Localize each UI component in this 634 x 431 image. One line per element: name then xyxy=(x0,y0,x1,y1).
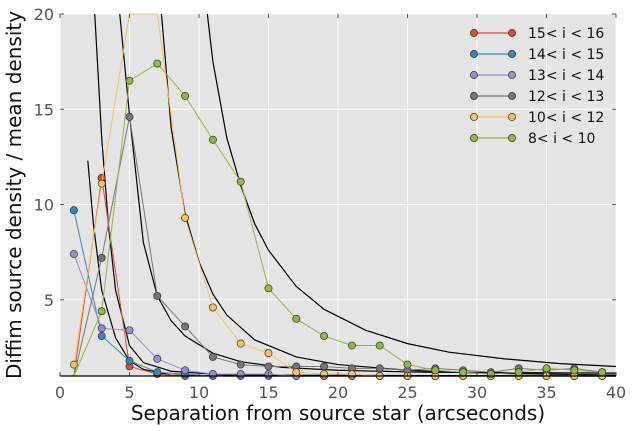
data-point xyxy=(208,370,217,379)
data-point xyxy=(514,368,523,377)
legend-marker xyxy=(470,71,478,79)
data-point xyxy=(347,370,356,379)
legend-entry: 14< i < 15 xyxy=(470,47,604,63)
y-axis-label: Diffim source density / mean density xyxy=(2,11,26,379)
x-tick-label: 30 xyxy=(467,383,487,402)
data-point xyxy=(598,368,607,377)
data-point xyxy=(236,360,245,369)
x-tick-label: 10 xyxy=(189,383,209,402)
data-point xyxy=(97,253,106,262)
data-point xyxy=(125,326,134,335)
data-point xyxy=(125,76,134,85)
data-point xyxy=(181,366,190,375)
data-point xyxy=(153,368,162,377)
series-6 xyxy=(73,59,607,379)
data-point xyxy=(97,324,106,333)
legend-marker xyxy=(470,29,478,37)
legend-marker xyxy=(470,134,478,142)
data-point xyxy=(69,250,78,259)
data-point xyxy=(542,364,551,373)
fit-curve-5 xyxy=(206,13,617,368)
y-tick-label: 20 xyxy=(34,5,54,24)
ticks: 0 5 10 15 20 25 30 35 40 5 10 15 20 xyxy=(34,5,627,402)
data-point xyxy=(375,341,384,350)
data-point xyxy=(125,112,134,121)
data-point xyxy=(97,307,106,316)
data-point xyxy=(459,368,468,377)
data-point xyxy=(320,370,329,379)
x-tick-label: 20 xyxy=(328,383,348,402)
data-point xyxy=(264,362,273,371)
data-point xyxy=(69,360,78,369)
legend-label: 10< i < 12 xyxy=(528,110,604,126)
series-line xyxy=(73,116,603,377)
data-point xyxy=(264,349,273,358)
legend-marker xyxy=(508,50,516,58)
series-line xyxy=(73,62,603,377)
data-point xyxy=(403,360,412,369)
x-tick-label: 15 xyxy=(258,383,278,402)
legend-marker xyxy=(508,71,516,79)
data-point xyxy=(97,179,106,188)
data-point xyxy=(320,362,329,371)
data-point xyxy=(570,366,579,375)
y-tick-label: 15 xyxy=(34,100,54,119)
data-point xyxy=(97,332,106,340)
data-point xyxy=(347,341,356,350)
data-point xyxy=(264,284,273,293)
legend-label: 14< i < 15 xyxy=(528,47,604,63)
data-point xyxy=(236,339,245,348)
x-tick-label: 35 xyxy=(536,383,556,402)
x-tick-label: 5 xyxy=(124,383,134,402)
legend: 15< i < 16 14< i < 15 13< i < 14 12< i < 13… xyxy=(470,26,604,147)
legend-entry: 15< i < 16 xyxy=(470,26,604,42)
data-point xyxy=(69,206,78,215)
legend-marker xyxy=(508,134,516,142)
legend-label: 15< i < 16 xyxy=(528,26,604,42)
legend-entry: 13< i < 14 xyxy=(470,68,604,84)
legend-marker xyxy=(470,113,478,121)
x-axis-label: Separation from source star (arcseconds) xyxy=(131,401,545,425)
legend-marker xyxy=(470,50,478,58)
data-point xyxy=(431,366,440,375)
x-tick-label: 0 xyxy=(55,383,65,402)
legend-marker xyxy=(508,92,516,100)
y-tick-label: 10 xyxy=(34,196,54,215)
grid xyxy=(59,13,617,376)
data-point xyxy=(208,303,217,312)
legend-entry: 12< i < 13 xyxy=(470,89,604,105)
data-point xyxy=(181,213,190,222)
legend-marker xyxy=(470,92,478,100)
data-point xyxy=(292,368,301,377)
data-point xyxy=(486,370,495,379)
legend-entry: 10< i < 12 xyxy=(470,110,604,126)
data-point xyxy=(153,292,162,300)
data-point xyxy=(375,364,384,373)
data-point xyxy=(208,135,217,144)
y-tick-label: 5 xyxy=(44,291,54,310)
data-point xyxy=(181,91,190,100)
x-tick-label: 25 xyxy=(397,383,417,402)
legend-label: 8< i < 10 xyxy=(528,131,595,147)
data-point xyxy=(208,352,217,361)
data-point xyxy=(153,59,162,68)
data-point xyxy=(153,354,162,363)
data-point xyxy=(125,356,134,365)
legend-label: 12< i < 13 xyxy=(528,89,604,105)
legend-label: 13< i < 14 xyxy=(528,68,604,84)
data-point xyxy=(181,322,190,331)
data-point xyxy=(236,177,245,186)
legend-entry: 8< i < 10 xyxy=(470,131,595,147)
x-tick-label: 40 xyxy=(606,383,626,402)
data-point xyxy=(292,314,301,323)
legend-marker xyxy=(508,29,516,37)
legend-marker xyxy=(508,113,516,121)
data-point xyxy=(236,370,245,379)
data-point xyxy=(320,332,329,340)
